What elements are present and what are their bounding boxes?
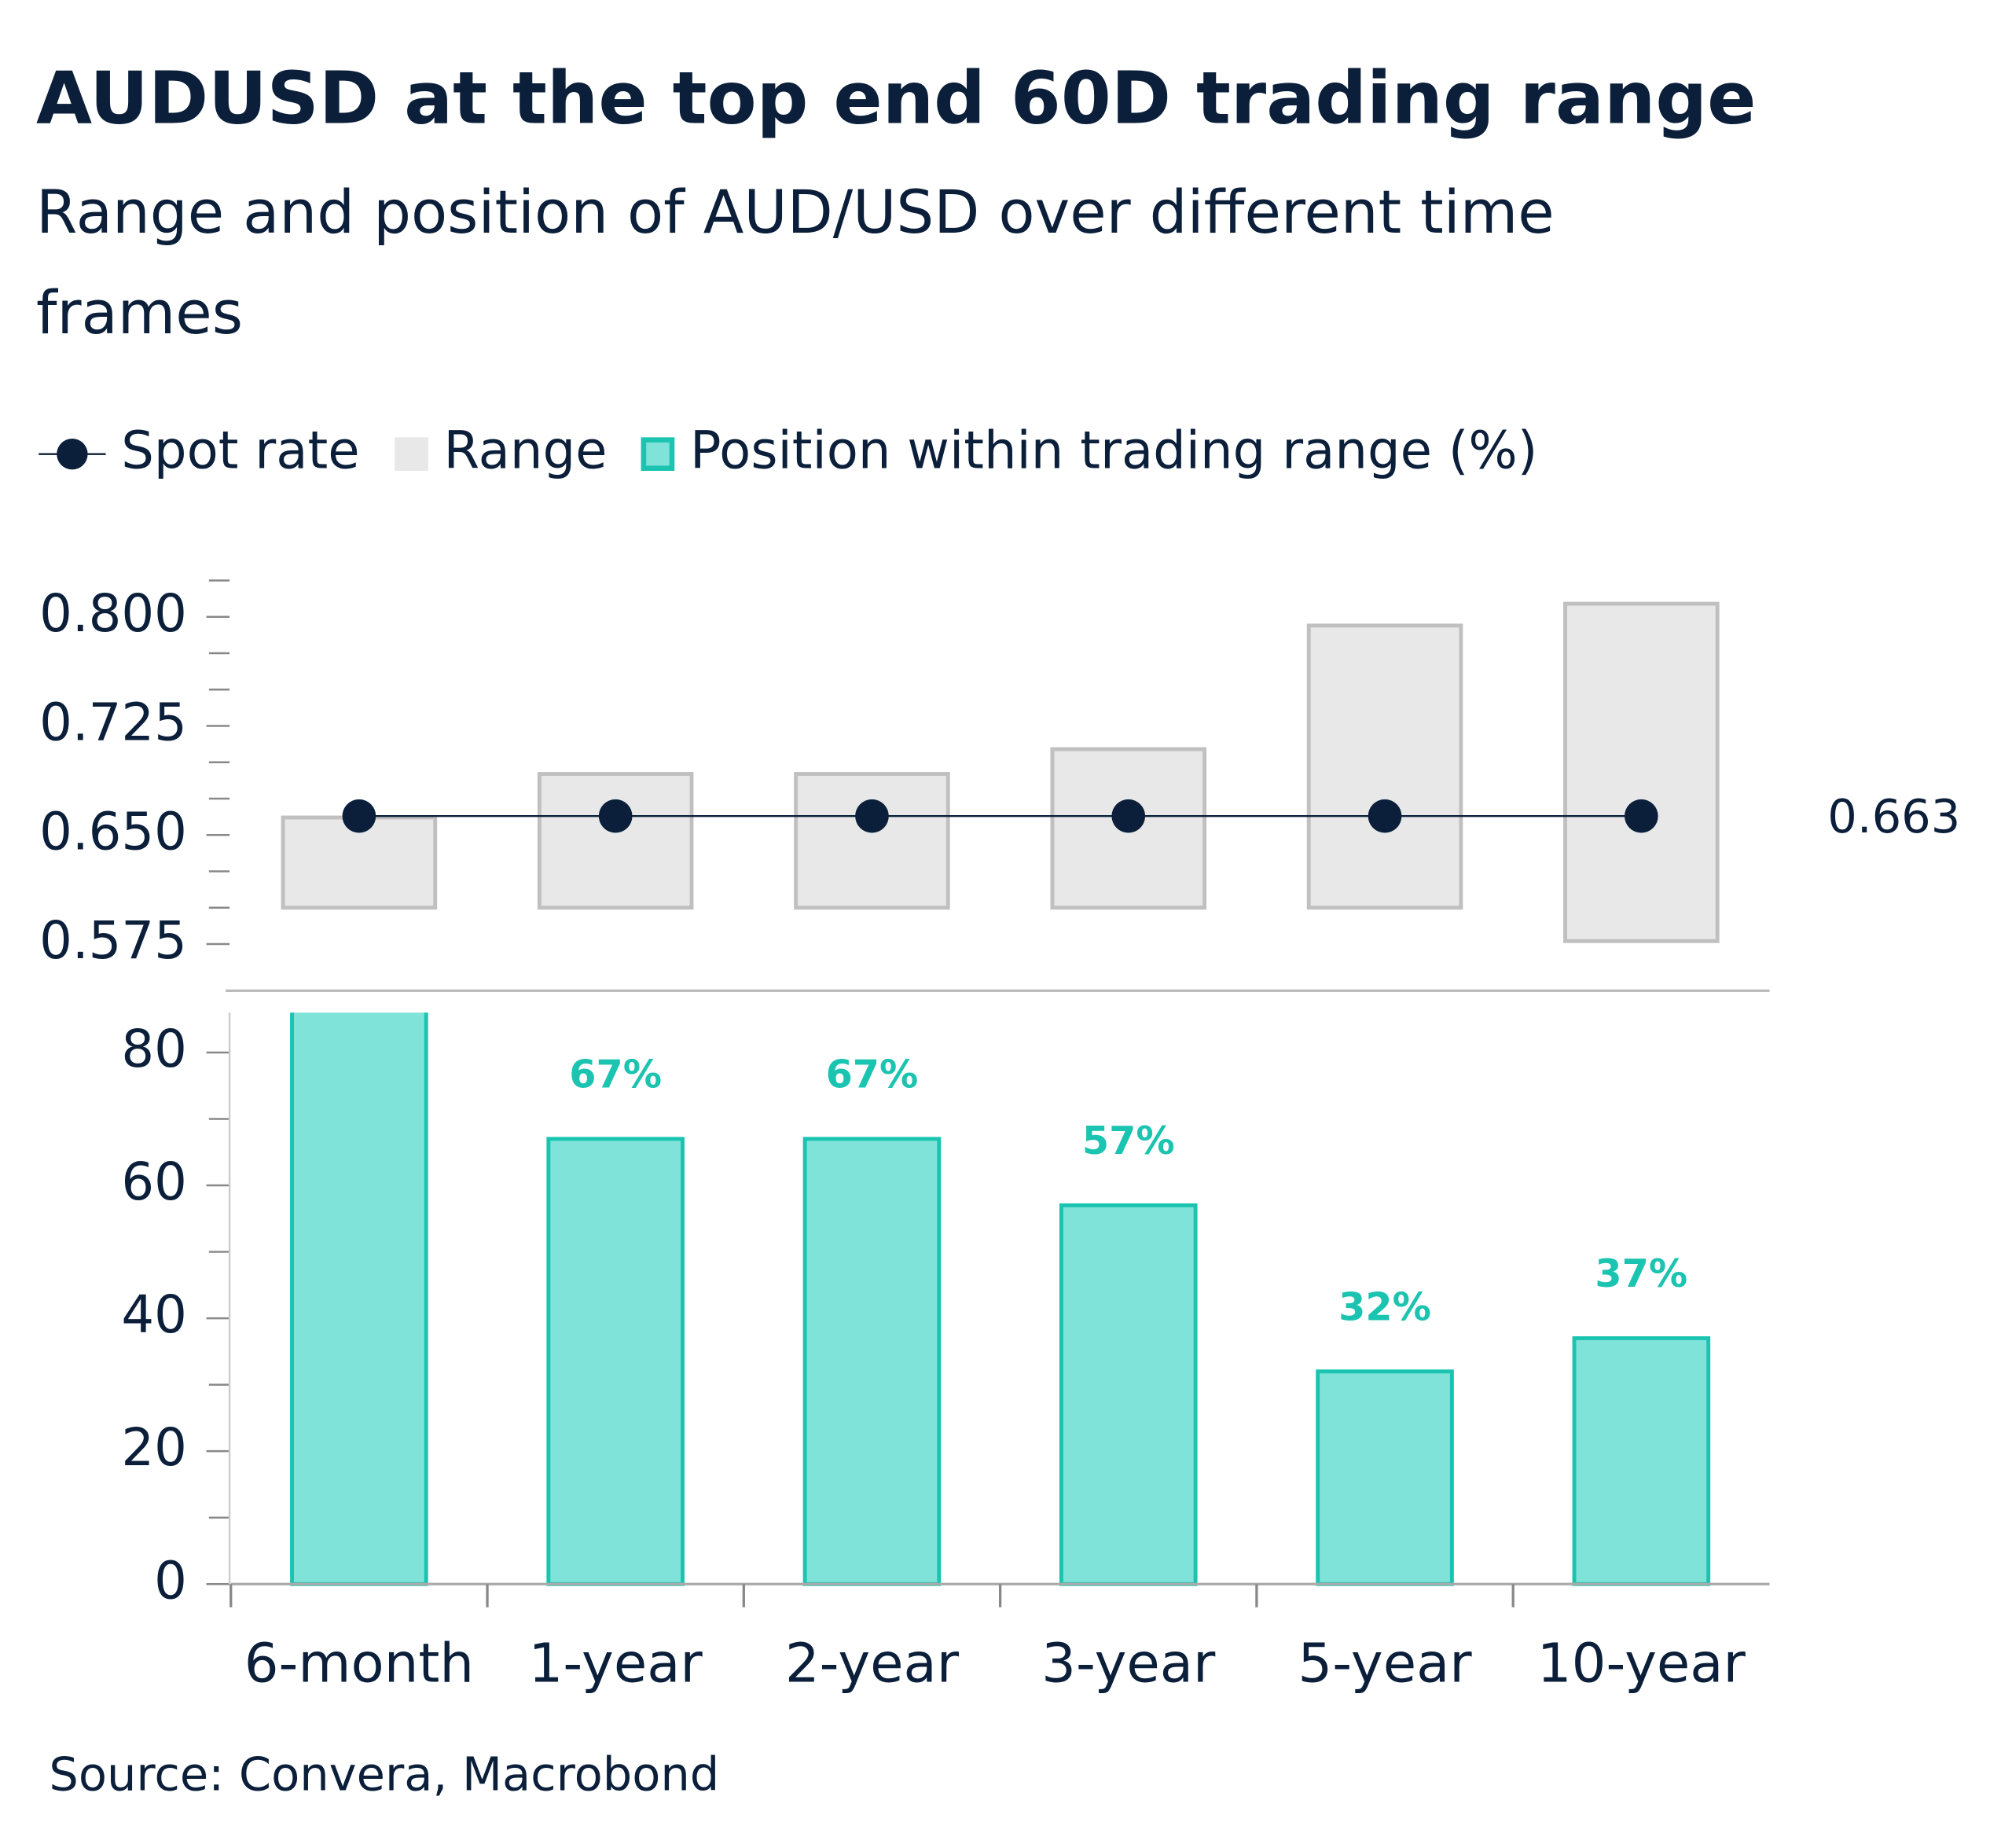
y-tick-label: 60	[121, 1152, 187, 1212]
range-box	[1563, 601, 1720, 943]
bar	[290, 1012, 428, 1586]
x-tick-label: 5-year	[1298, 1632, 1472, 1695]
x-tick-label: 6-month	[244, 1632, 474, 1695]
x-tick-label: 3-year	[1041, 1632, 1216, 1695]
y-tick-label: 0.650	[39, 802, 187, 862]
spot-marker	[342, 799, 376, 833]
bar	[1059, 1203, 1198, 1586]
data-label: 67%	[569, 1052, 662, 1097]
range-box	[537, 772, 694, 910]
data-label: 32%	[1338, 1284, 1431, 1329]
source: Source: Convera, Macrobond	[49, 1747, 719, 1801]
legend-marker	[57, 438, 88, 470]
spot-marker	[1111, 799, 1146, 833]
y-tick-label: 0.575	[39, 911, 187, 971]
legend-label: Range	[444, 421, 608, 481]
x-tick-label: 2-year	[785, 1632, 960, 1695]
data-label: 37%	[1595, 1251, 1687, 1296]
bar	[1572, 1335, 1711, 1586]
y-tick-label: 80	[121, 1020, 187, 1079]
y-tick-label: 20	[121, 1418, 187, 1478]
data-label: 67%	[826, 1052, 919, 1097]
spot-marker	[855, 799, 889, 833]
bar	[1316, 1369, 1454, 1586]
bars	[290, 1012, 1711, 1586]
y-tick-label: 0	[154, 1551, 187, 1611]
chart-subtitle: Range and position of AUD/USD over diffe…	[36, 178, 1555, 247]
chart-title: AUDUSD at the top end 60D trading range	[36, 57, 1757, 141]
spot-label: 0.663	[1827, 789, 1960, 843]
y-tick-label: 0.725	[39, 693, 187, 753]
bar	[546, 1137, 685, 1586]
y-tick-label: 0.800	[39, 584, 187, 644]
spot-marker	[598, 799, 633, 833]
legend-swatch	[395, 437, 428, 472]
spot-marker	[1625, 799, 1658, 833]
y-tick-label: 40	[121, 1285, 187, 1345]
legend-label: Spot rate	[121, 421, 359, 481]
range-box	[794, 772, 950, 910]
data-label: 57%	[1082, 1118, 1175, 1163]
legend-label: Position within trading range (%)	[690, 421, 1537, 481]
chart-subtitle: frames	[36, 278, 243, 347]
x-tick-label: 10-year	[1537, 1632, 1746, 1695]
legend-swatch	[641, 437, 675, 472]
range-box	[1306, 623, 1463, 910]
bar	[802, 1137, 942, 1586]
x-tick-label: 1-year	[529, 1632, 703, 1695]
spot-marker	[1368, 799, 1402, 833]
